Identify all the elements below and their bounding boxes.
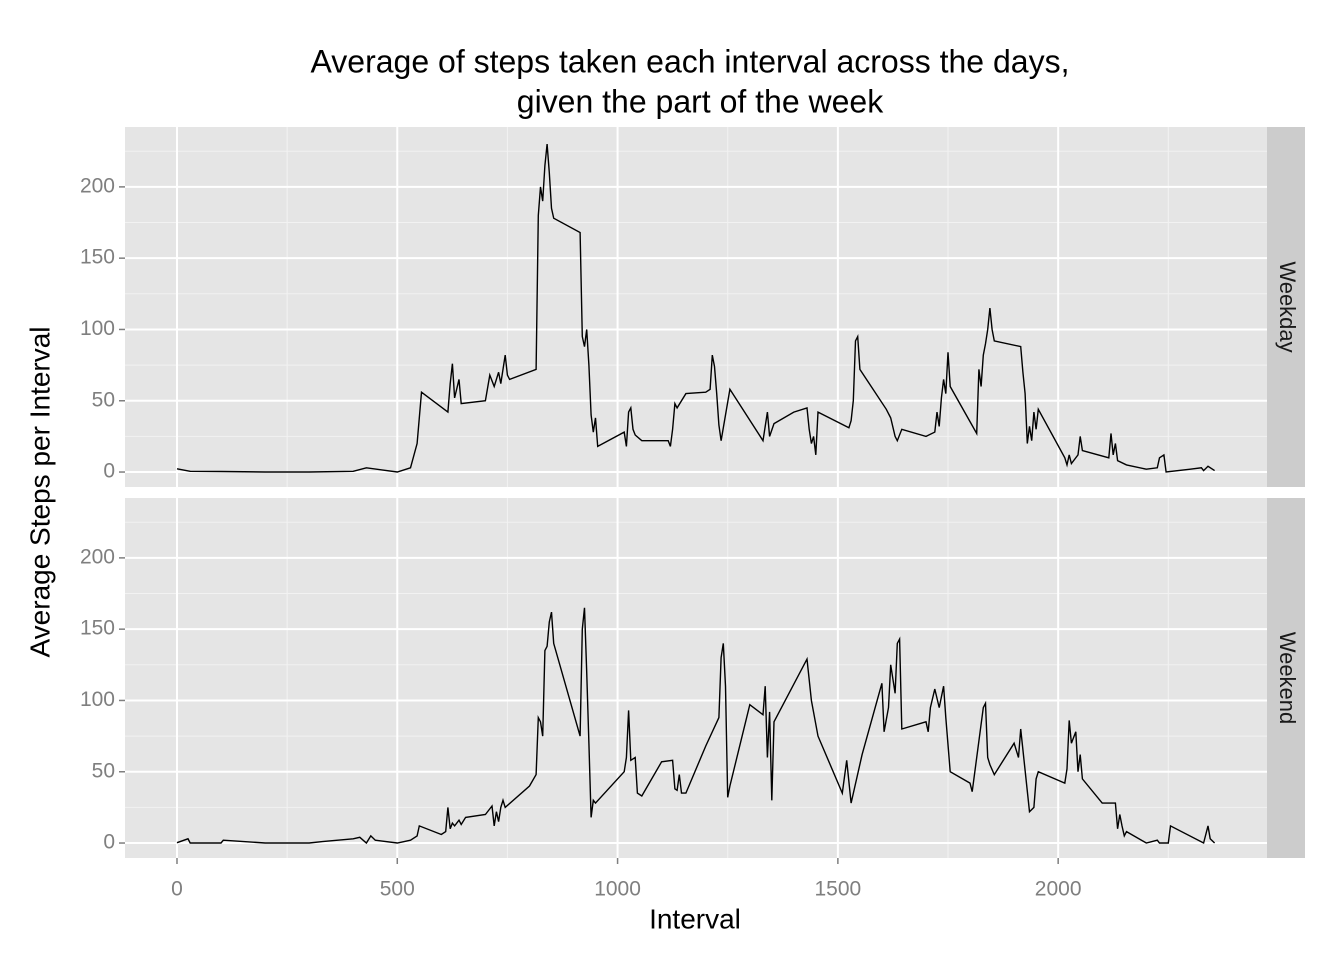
- facet-label: Weekday: [1275, 261, 1300, 352]
- x-axis-title: Interval: [649, 903, 741, 934]
- y-tick-label: 0: [103, 831, 115, 854]
- y-tick-label: 100: [80, 317, 115, 340]
- chart-title: Average of steps taken each interval acr…: [311, 43, 1070, 79]
- chart-title: given the part of the week: [517, 83, 884, 119]
- facet-strip: [1267, 127, 1305, 487]
- line: [176, 607, 1216, 845]
- x-tick-label: 1000: [594, 878, 641, 901]
- panel-background: [125, 498, 1267, 858]
- y-tick-label: 200: [80, 545, 115, 568]
- facet-label: Weekend: [1275, 632, 1300, 725]
- y-tick-label: 200: [80, 174, 115, 197]
- x-tick-label: 2000: [1035, 878, 1082, 901]
- facet-strip: [1267, 498, 1305, 858]
- y-tick-label: 50: [92, 759, 115, 782]
- x-tick-label: 500: [380, 878, 415, 901]
- y-tick-label: 150: [80, 246, 115, 269]
- y-tick-label: 50: [92, 388, 115, 411]
- y-tick-label: 150: [80, 617, 115, 640]
- panel-background: [125, 127, 1267, 487]
- x-tick-label: 1500: [815, 878, 862, 901]
- x-tick-label: 0: [171, 878, 183, 901]
- y-tick-label: 100: [80, 688, 115, 711]
- y-axis-title: Average Steps per Interval: [24, 326, 55, 657]
- y-tick-label: 0: [103, 460, 115, 483]
- line: [176, 144, 1215, 473]
